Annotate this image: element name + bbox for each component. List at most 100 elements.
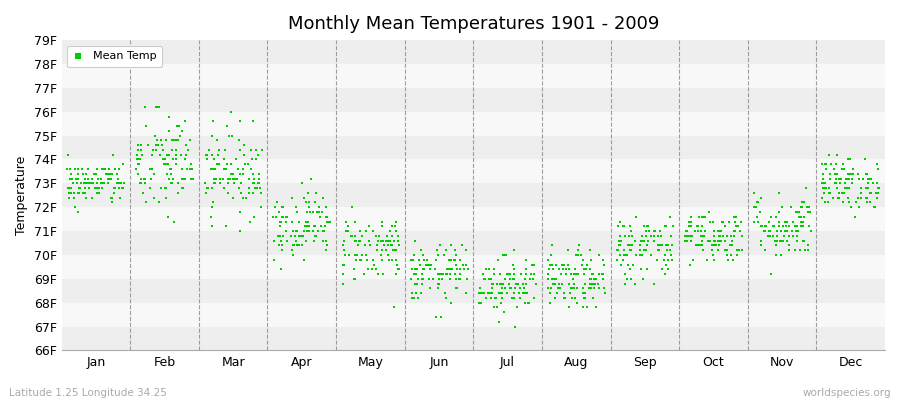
Mean Temp	[794, 218, 808, 225]
Mean Temp	[705, 247, 719, 253]
Mean Temp	[202, 147, 216, 153]
Mean Temp	[384, 256, 399, 263]
Mean Temp	[426, 276, 440, 282]
Mean Temp	[408, 266, 422, 272]
Mean Temp	[616, 223, 631, 230]
Mean Temp	[201, 185, 215, 191]
Mean Temp	[485, 290, 500, 296]
Mean Temp	[410, 266, 425, 272]
Mean Temp	[790, 209, 805, 215]
Mean Temp	[706, 247, 720, 253]
Mean Temp	[761, 228, 776, 234]
Mean Temp	[769, 252, 783, 258]
Mean Temp	[405, 266, 419, 272]
Mean Temp	[845, 170, 859, 177]
Mean Temp	[623, 242, 637, 249]
Mean Temp	[389, 256, 403, 263]
Mean Temp	[210, 161, 224, 168]
Mean Temp	[826, 194, 841, 201]
Mean Temp	[104, 194, 118, 201]
Mean Temp	[824, 161, 839, 168]
Mean Temp	[688, 228, 703, 234]
Mean Temp	[112, 180, 127, 186]
Mean Temp	[491, 256, 506, 263]
Mean Temp	[729, 223, 743, 230]
Mean Temp	[131, 156, 146, 163]
Mean Temp	[68, 175, 83, 182]
Mean Temp	[716, 233, 730, 239]
Mean Temp	[389, 228, 403, 234]
Mean Temp	[294, 233, 309, 239]
Mean Temp	[654, 233, 669, 239]
Mean Temp	[115, 185, 130, 191]
Mean Temp	[651, 233, 665, 239]
Mean Temp	[358, 252, 373, 258]
Mean Temp	[618, 271, 633, 277]
Mean Temp	[624, 247, 638, 253]
Mean Temp	[871, 166, 886, 172]
Mean Temp	[448, 285, 463, 292]
Mean Temp	[832, 194, 847, 201]
Mean Temp	[684, 238, 698, 244]
Mean Temp	[347, 276, 362, 282]
Mean Temp	[804, 228, 818, 234]
Mean Temp	[151, 104, 166, 110]
Mean Temp	[96, 166, 111, 172]
Mean Temp	[171, 190, 185, 196]
Mean Temp	[163, 166, 177, 172]
Mean Temp	[319, 214, 333, 220]
Mean Temp	[337, 261, 351, 268]
Mean Temp	[199, 185, 213, 191]
Mean Temp	[234, 180, 248, 186]
Mean Temp	[80, 175, 94, 182]
Mean Temp	[66, 180, 80, 186]
Mean Temp	[596, 276, 610, 282]
Mean Temp	[720, 233, 734, 239]
Mean Temp	[392, 266, 406, 272]
Mean Temp	[290, 242, 304, 249]
Mean Temp	[299, 218, 313, 225]
Mean Temp	[707, 256, 722, 263]
Mean Temp	[518, 266, 533, 272]
Mean Temp	[712, 238, 726, 244]
Mean Temp	[165, 147, 179, 153]
Mean Temp	[130, 161, 145, 168]
Mean Temp	[68, 204, 82, 210]
Mean Temp	[297, 194, 311, 201]
Mean Temp	[733, 228, 747, 234]
Mean Temp	[508, 285, 523, 292]
Mean Temp	[301, 190, 315, 196]
Mean Temp	[213, 175, 228, 182]
Mean Temp	[363, 242, 377, 249]
Mean Temp	[493, 280, 508, 287]
Mean Temp	[588, 280, 602, 287]
Mean Temp	[541, 276, 555, 282]
Mean Temp	[448, 271, 463, 277]
Mean Temp	[164, 170, 178, 177]
Mean Temp	[572, 242, 586, 249]
Mean Temp	[279, 228, 293, 234]
Mean Temp	[482, 266, 497, 272]
Mean Temp	[854, 190, 868, 196]
Mean Temp	[286, 242, 301, 249]
Mean Temp	[94, 175, 109, 182]
Mean Temp	[254, 190, 268, 196]
Mean Temp	[571, 252, 585, 258]
Mean Temp	[728, 214, 742, 220]
Mean Temp	[518, 290, 532, 296]
Mean Temp	[688, 242, 703, 249]
Mean Temp	[347, 238, 362, 244]
Mean Temp	[409, 271, 423, 277]
Mean Temp	[311, 209, 326, 215]
Mean Temp	[407, 271, 421, 277]
Mean Temp	[233, 147, 248, 153]
Mean Temp	[441, 266, 455, 272]
Mean Temp	[598, 290, 612, 296]
Mean Temp	[804, 228, 818, 234]
Mean Temp	[381, 252, 395, 258]
Mean Temp	[223, 108, 238, 115]
Mean Temp	[318, 223, 332, 230]
Mean Temp	[236, 170, 250, 177]
Mean Temp	[679, 228, 693, 234]
Mean Temp	[64, 175, 78, 182]
